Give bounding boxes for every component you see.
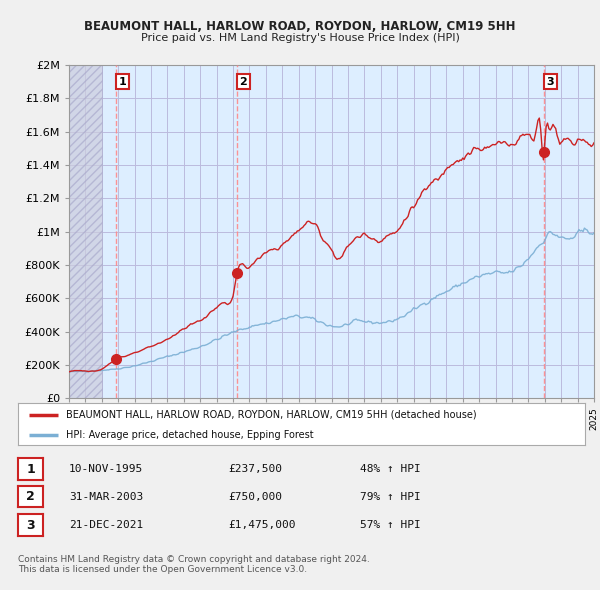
- Text: 57% ↑ HPI: 57% ↑ HPI: [360, 520, 421, 530]
- Text: Price paid vs. HM Land Registry's House Price Index (HPI): Price paid vs. HM Land Registry's House …: [140, 34, 460, 43]
- Text: BEAUMONT HALL, HARLOW ROAD, ROYDON, HARLOW, CM19 5HH (detached house): BEAUMONT HALL, HARLOW ROAD, ROYDON, HARL…: [66, 410, 477, 420]
- Text: 2: 2: [26, 490, 35, 503]
- Bar: [69, 65, 102, 398]
- Text: 21-DEC-2021: 21-DEC-2021: [69, 520, 143, 530]
- Text: 3: 3: [26, 519, 35, 532]
- Text: 79% ↑ HPI: 79% ↑ HPI: [360, 492, 421, 502]
- Text: 48% ↑ HPI: 48% ↑ HPI: [360, 464, 421, 474]
- Text: BEAUMONT HALL, HARLOW ROAD, ROYDON, HARLOW, CM19 5HH: BEAUMONT HALL, HARLOW ROAD, ROYDON, HARL…: [84, 20, 516, 33]
- Text: £1,475,000: £1,475,000: [228, 520, 296, 530]
- Text: 1: 1: [118, 77, 126, 87]
- Text: £237,500: £237,500: [228, 464, 282, 474]
- Text: 3: 3: [547, 77, 554, 87]
- Text: HPI: Average price, detached house, Epping Forest: HPI: Average price, detached house, Eppi…: [66, 430, 314, 440]
- Text: 1: 1: [26, 463, 35, 476]
- Text: £750,000: £750,000: [228, 492, 282, 502]
- Text: Contains HM Land Registry data © Crown copyright and database right 2024.
This d: Contains HM Land Registry data © Crown c…: [18, 555, 370, 574]
- Text: 2: 2: [239, 77, 247, 87]
- Text: 10-NOV-1995: 10-NOV-1995: [69, 464, 143, 474]
- Text: 31-MAR-2003: 31-MAR-2003: [69, 492, 143, 502]
